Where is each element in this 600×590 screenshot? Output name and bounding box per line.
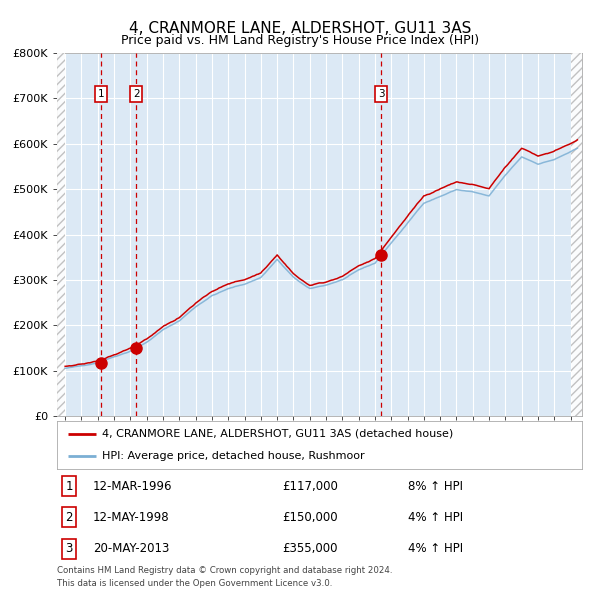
Text: 1: 1: [98, 89, 104, 99]
Text: 2: 2: [133, 89, 140, 99]
Text: 4% ↑ HPI: 4% ↑ HPI: [408, 542, 463, 555]
Text: 12-MAY-1998: 12-MAY-1998: [93, 511, 170, 524]
Text: 20-MAY-2013: 20-MAY-2013: [93, 542, 169, 555]
Text: 3: 3: [378, 89, 385, 99]
Text: HPI: Average price, detached house, Rushmoor: HPI: Average price, detached house, Rush…: [101, 451, 364, 461]
Text: 3: 3: [65, 542, 73, 555]
Text: 1: 1: [65, 480, 73, 493]
Text: 4, CRANMORE LANE, ALDERSHOT, GU11 3AS: 4, CRANMORE LANE, ALDERSHOT, GU11 3AS: [129, 21, 471, 35]
Text: £150,000: £150,000: [282, 511, 338, 524]
Text: 4% ↑ HPI: 4% ↑ HPI: [408, 511, 463, 524]
Text: 2: 2: [65, 511, 73, 524]
Text: £117,000: £117,000: [282, 480, 338, 493]
Text: Price paid vs. HM Land Registry's House Price Index (HPI): Price paid vs. HM Land Registry's House …: [121, 34, 479, 47]
Text: 12-MAR-1996: 12-MAR-1996: [93, 480, 173, 493]
Text: Contains HM Land Registry data © Crown copyright and database right 2024.: Contains HM Land Registry data © Crown c…: [57, 566, 392, 575]
Bar: [57, 53, 65, 416]
Text: £355,000: £355,000: [282, 542, 337, 555]
Text: This data is licensed under the Open Government Licence v3.0.: This data is licensed under the Open Gov…: [57, 579, 332, 588]
Bar: [571, 53, 582, 416]
Text: 8% ↑ HPI: 8% ↑ HPI: [408, 480, 463, 493]
Text: 4, CRANMORE LANE, ALDERSHOT, GU11 3AS (detached house): 4, CRANMORE LANE, ALDERSHOT, GU11 3AS (d…: [101, 429, 453, 439]
